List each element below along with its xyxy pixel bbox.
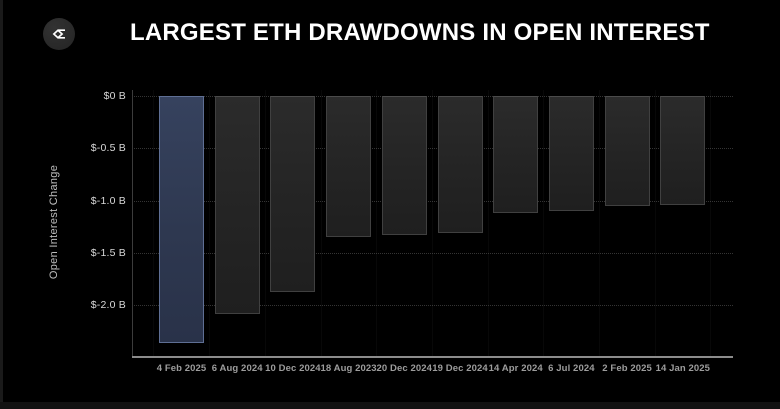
y-axis-line xyxy=(132,90,133,356)
bar[interactable] xyxy=(604,96,650,206)
x-axis-date-label: 4 Feb 2025 xyxy=(156,363,207,374)
y-gridline xyxy=(132,200,733,202)
v-gridline xyxy=(153,90,154,356)
y-gridline xyxy=(132,305,733,306)
y-axis-tick-label: $-1.0 B xyxy=(90,194,126,207)
x-axis-date-label: 14 Apr 2024 xyxy=(488,363,543,374)
y-axis-tick-label: $0 B xyxy=(103,90,126,102)
brand-logo[interactable] xyxy=(43,18,75,50)
v-gridline xyxy=(488,90,489,356)
x-axis-date-label: 6 Aug 2024 xyxy=(211,363,263,374)
v-gridline xyxy=(599,90,600,356)
y-gridline xyxy=(132,252,733,254)
x-axis-date-label: 6 Jul 2024 xyxy=(548,363,595,374)
bottom-edge-strip xyxy=(0,402,780,409)
v-gridline xyxy=(321,90,322,356)
bar[interactable] xyxy=(548,96,594,211)
v-gridline xyxy=(209,90,210,356)
y-axis-tick-label: $-2.0 B xyxy=(90,299,126,311)
x-axis-line xyxy=(132,356,733,358)
y-axis-title: Open Interest Change xyxy=(48,164,60,280)
v-gridline xyxy=(376,90,377,356)
x-axis-date-label: 19 Dec 2024 xyxy=(432,363,488,374)
bar[interactable] xyxy=(270,96,316,293)
sigma-diamond-icon xyxy=(48,23,70,45)
v-gridline xyxy=(655,90,656,356)
bar[interactable] xyxy=(381,96,427,235)
bar[interactable] xyxy=(493,96,539,214)
y-gridline xyxy=(132,96,733,97)
x-axis-date-label: 14 Jan 2025 xyxy=(655,363,711,374)
y-gridline xyxy=(132,148,733,150)
bar[interactable] xyxy=(660,96,706,205)
y-axis-tick-label: $-1.5 B xyxy=(90,246,126,259)
y-axis-tick-label: $-0.5 B xyxy=(90,142,126,155)
v-gridline xyxy=(432,90,433,356)
bar[interactable] xyxy=(437,96,483,233)
bar[interactable] xyxy=(214,96,260,315)
x-axis-date-label: 10 Dec 2024 xyxy=(265,363,321,374)
x-axis-date-label: 20 Dec 2024 xyxy=(376,363,433,374)
x-axis-date-label: 2 Feb 2025 xyxy=(602,363,652,374)
x-axis-date-label: 18 Aug 2023 xyxy=(320,363,377,374)
bar-highlighted[interactable] xyxy=(159,96,204,343)
bar[interactable] xyxy=(326,96,372,238)
v-gridline xyxy=(543,90,544,356)
v-gridline xyxy=(710,90,711,356)
left-edge-strip xyxy=(0,0,3,409)
page-title: LARGEST ETH DRAWDOWNS IN OPEN INTEREST xyxy=(130,19,710,46)
v-gridline xyxy=(265,90,266,356)
